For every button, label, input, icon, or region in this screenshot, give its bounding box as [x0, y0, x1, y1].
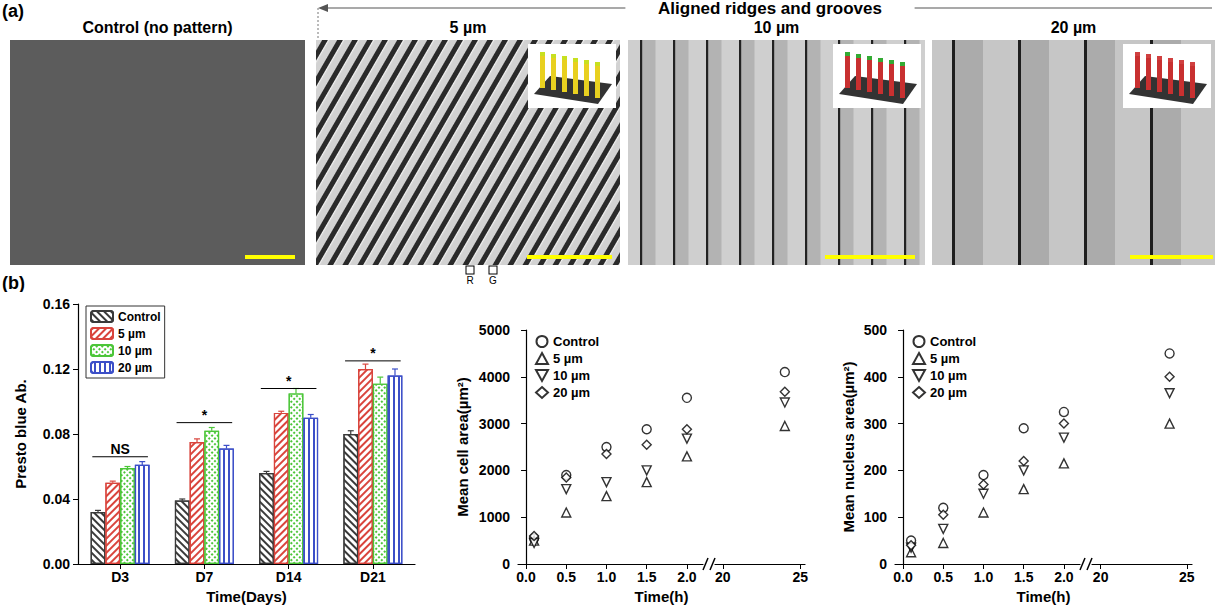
- svg-text:1.0: 1.0: [597, 569, 617, 585]
- svg-text:0.5: 0.5: [934, 569, 954, 585]
- svg-text:Presto blue Ab.: Presto blue Ab.: [12, 379, 29, 488]
- svg-text:D21: D21: [360, 569, 386, 585]
- svg-text:400: 400: [864, 369, 888, 385]
- svg-text:2.0: 2.0: [677, 569, 697, 585]
- svg-text:5 µm: 5 µm: [553, 351, 583, 366]
- svg-text:0.08: 0.08: [43, 426, 70, 442]
- svg-text:10 µm: 10 µm: [553, 368, 590, 383]
- svg-text:(b): (b): [2, 273, 25, 292]
- svg-text:Control (no pattern): Control (no pattern): [82, 19, 232, 36]
- svg-text:25: 25: [1179, 569, 1195, 585]
- svg-text:0.0: 0.0: [893, 569, 913, 585]
- svg-text:0.0: 0.0: [516, 569, 536, 585]
- svg-text:0.5: 0.5: [557, 569, 577, 585]
- svg-text:0.04: 0.04: [43, 491, 70, 507]
- svg-text:20: 20: [715, 569, 731, 585]
- svg-text:NS: NS: [110, 441, 129, 457]
- svg-text:1.0: 1.0: [974, 569, 994, 585]
- svg-text:D7: D7: [195, 569, 213, 585]
- svg-text:1000: 1000: [479, 509, 510, 525]
- svg-text:Time(h): Time(h): [1017, 588, 1071, 605]
- svg-text:Aligned ridges and grooves: Aligned ridges and grooves: [658, 0, 882, 18]
- svg-text:0.00: 0.00: [43, 556, 70, 572]
- svg-text:G: G: [489, 275, 497, 286]
- svg-text:Control: Control: [930, 334, 976, 349]
- svg-text:2000: 2000: [479, 462, 510, 478]
- svg-text:25: 25: [793, 569, 809, 585]
- svg-text:300: 300: [864, 416, 888, 432]
- svg-text:1.5: 1.5: [637, 569, 657, 585]
- svg-text:D14: D14: [276, 569, 302, 585]
- svg-text:20 µm: 20 µm: [553, 385, 590, 400]
- svg-text:(a): (a): [2, 1, 24, 21]
- svg-text:R: R: [466, 275, 473, 286]
- svg-text:0.12: 0.12: [43, 361, 70, 377]
- svg-text:10 µm: 10 µm: [930, 368, 967, 383]
- svg-text:0: 0: [879, 556, 887, 572]
- svg-text:2.0: 2.0: [1054, 569, 1074, 585]
- svg-text:0.16: 0.16: [43, 296, 70, 312]
- svg-text:5 µm: 5 µm: [450, 19, 487, 36]
- svg-text:20 µm: 20 µm: [930, 385, 967, 400]
- svg-text:500: 500: [864, 322, 888, 338]
- svg-text:200: 200: [864, 462, 888, 478]
- svg-text:20: 20: [1093, 569, 1109, 585]
- svg-text:*: *: [202, 407, 208, 423]
- svg-text:5 µm: 5 µm: [118, 327, 146, 341]
- svg-text:20 µm: 20 µm: [118, 361, 152, 375]
- svg-text:10 µm: 10 µm: [118, 344, 152, 358]
- svg-text:1.5: 1.5: [1014, 569, 1034, 585]
- svg-text:Time(h): Time(h): [635, 588, 689, 605]
- svg-text:3000: 3000: [479, 416, 510, 432]
- svg-text:20 µm: 20 µm: [1051, 19, 1097, 36]
- svg-text:Time(Days): Time(Days): [206, 588, 287, 605]
- svg-text:5000: 5000: [479, 322, 510, 338]
- svg-text:Control: Control: [553, 334, 599, 349]
- svg-text:10 µm: 10 µm: [754, 19, 800, 36]
- svg-text:Mean nucleus area(µm²): Mean nucleus area(µm²): [840, 361, 857, 532]
- svg-text:*: *: [286, 373, 292, 389]
- svg-text:4000: 4000: [479, 369, 510, 385]
- svg-text:5 µm: 5 µm: [930, 351, 960, 366]
- svg-text:Control: Control: [118, 310, 161, 324]
- svg-text:0: 0: [502, 556, 510, 572]
- svg-text:Mean cell area(µm²): Mean cell area(µm²): [454, 377, 471, 517]
- svg-text:100: 100: [864, 509, 888, 525]
- svg-text:D3: D3: [111, 569, 129, 585]
- svg-text:*: *: [370, 345, 376, 361]
